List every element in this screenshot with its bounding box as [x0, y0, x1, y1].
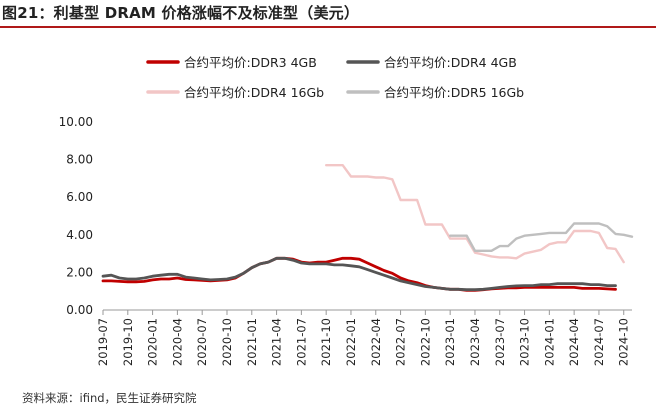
x-tick-label: 2024-07	[592, 318, 606, 366]
legend: 合约平均价:DDR3 4GB 合约平均价:DDR4 4GB 合约平均价:DDR4 1…	[146, 55, 524, 100]
legend-label: 合约平均价:DDR4 4GB	[384, 55, 517, 70]
figure-title: 图21：利基型 DRAM 价格涨幅不及标准型（美元）	[2, 4, 360, 22]
source-note: 资料来源：ifind，民生证券研究院	[22, 391, 197, 405]
legend-label: 合约平均价:DDR4 16Gb	[184, 85, 324, 100]
legend-label: 合约平均价:DDR5 16Gb	[384, 85, 524, 100]
x-tick-label: 2021-07	[294, 318, 308, 366]
series-line-2	[101, 256, 617, 292]
y-tick-label: 10.00	[59, 115, 93, 129]
x-tick-label: 2024-01	[542, 318, 556, 366]
x-tick-label: 2021-01	[245, 318, 259, 366]
axes: 0.00 2.00 4.00 6.00 8.00 10.00 2019-07 2019-10 2…	[59, 115, 632, 366]
x-tick-label: 2023-10	[518, 318, 532, 366]
x-tick-label: 2023-04	[468, 318, 482, 366]
x-tick-label: 2020-04	[170, 318, 184, 366]
x-tick-label: 2022-04	[369, 318, 383, 366]
series-line-4	[449, 222, 634, 253]
series-lines	[101, 163, 634, 292]
title-rule	[0, 26, 656, 28]
series-line-3	[325, 163, 625, 264]
x-tick-label: 2024-10	[617, 318, 631, 366]
x-tick-label: 2024-04	[567, 318, 581, 366]
x-tick-label: 2020-07	[195, 318, 209, 366]
x-tick-label: 2019-10	[121, 318, 135, 366]
x-tick-label: 2022-10	[418, 318, 432, 366]
y-tick-label: 4.00	[66, 228, 93, 242]
y-tick-label: 8.00	[66, 153, 93, 167]
y-tick-label: 2.00	[66, 265, 93, 279]
x-tick-label: 2022-07	[394, 318, 408, 366]
x-tick-label: 2021-04	[270, 318, 284, 366]
series-line-1	[101, 256, 617, 292]
line-chart: 合约平均价:DDR3 4GB 合约平均价:DDR4 4GB 合约平均价:DDR4 1…	[59, 55, 634, 366]
x-tick-label: 2020-10	[220, 318, 234, 366]
x-tick-label: 2022-01	[344, 318, 358, 366]
x-tick-label: 2023-07	[493, 318, 507, 366]
x-tick-label: 2021-10	[319, 318, 333, 366]
x-tick-label: 2019-07	[96, 318, 110, 366]
y-tick-label: 0.00	[66, 303, 93, 317]
y-tick-label: 6.00	[66, 190, 93, 204]
x-tick-label: 2020-01	[146, 318, 160, 366]
x-tick-label: 2023-01	[443, 318, 457, 366]
legend-label: 合约平均价:DDR3 4GB	[184, 55, 317, 70]
